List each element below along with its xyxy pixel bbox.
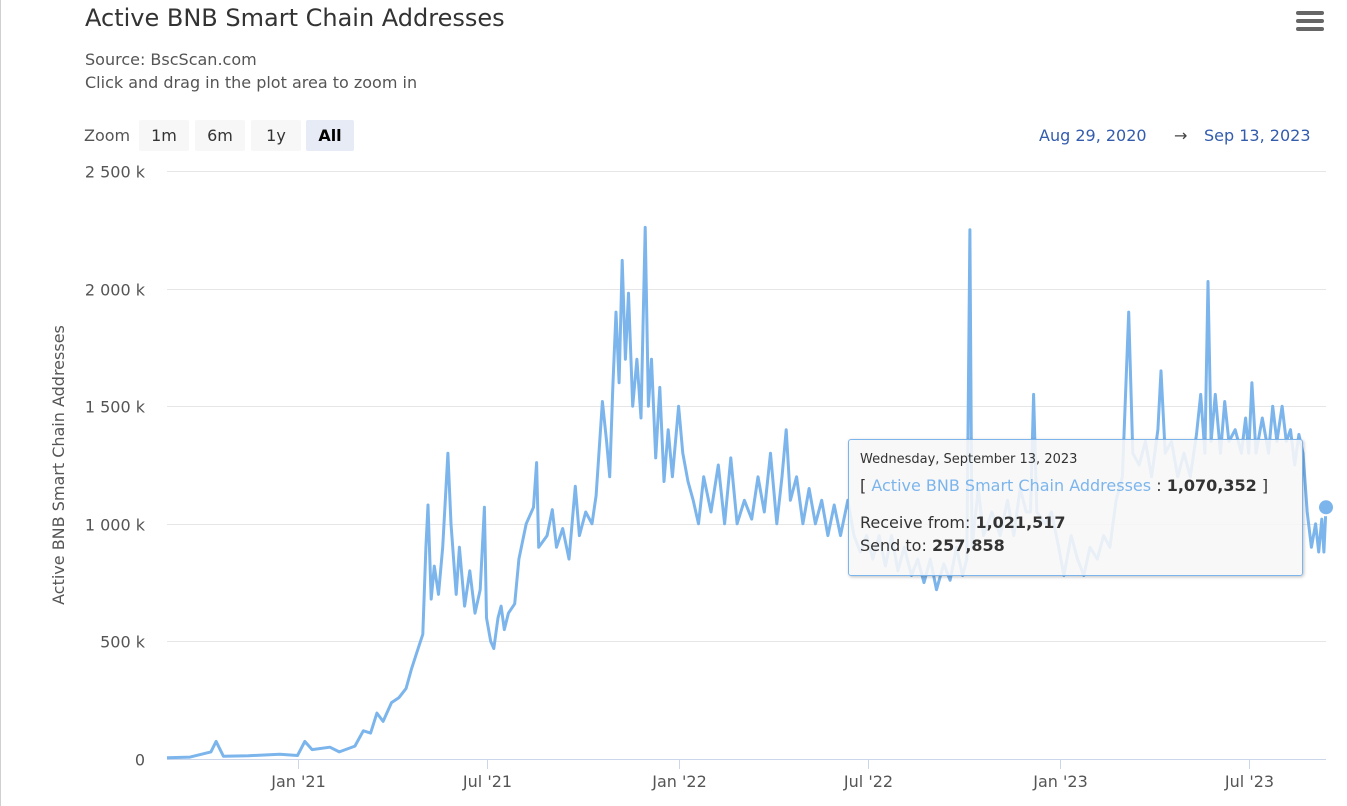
y-axis-title: Active BNB Smart Chain Addresses [49,325,68,605]
zoom-label: Zoom [84,126,131,145]
range-arrow: → [1174,126,1188,145]
x-tick-label: Jul '22 [843,772,893,791]
tooltip-send-value: 257,858 [931,536,1005,555]
tooltip-series-name: Active BNB Smart Chain Addresses [871,476,1152,495]
range-to-date[interactable]: Sep 13, 2023 [1204,126,1311,145]
tooltip-separator: : [1156,476,1162,495]
x-tick-label: Jul '21 [462,772,512,791]
range-1y-button[interactable]: 1y [251,120,301,151]
y-axis-ticks: 0 500 k 1 000 k 1 500 k 2 000 k 2 500 k [85,163,146,770]
y-tick-label: 1 000 k [85,516,146,535]
y-tick-label: 2 000 k [85,281,146,300]
x-axis-ticks: Jan '21 Jul '21 Jan '22 Jul '22 Jan '23 Jul '… [270,759,1274,791]
range-all-button[interactable]: All [306,120,354,151]
chart-title: Active BNB Smart Chain Addresses [85,4,505,32]
tooltip-receive-label: Receive from: [860,513,971,532]
range-1m-button[interactable]: 1m [139,120,189,151]
x-tick-label: Jul '23 [1224,772,1274,791]
frame-border [0,0,1,806]
range-6m-button[interactable]: 6m [195,120,245,151]
x-tick-label: Jan '21 [270,772,326,791]
y-tick-label: 500 k [100,633,146,652]
y-tick-label: 2 500 k [85,163,146,182]
hamburger-menu-icon[interactable] [1296,11,1324,33]
y-tick-label: 1 500 k [85,398,146,417]
tooltip-date: Wednesday, September 13, 2023 [860,452,1078,467]
tooltip-series-row: [ Active BNB Smart Chain Addresses : 1,0… [860,474,1302,497]
y-tick-label: 0 [135,751,145,770]
tooltip-close-bracket: ] [1261,476,1269,495]
x-tick-label: Jan '23 [1032,772,1088,791]
tooltip-value: 1,070,352 [1166,476,1257,495]
tooltip: Wednesday, September 13, 2023 [ Active B… [848,439,1303,576]
zoom-hint: Click and drag in the plot area to zoom … [85,73,418,92]
tooltip-receive-value: 1,021,517 [975,513,1066,532]
x-tick-label: Jan '22 [651,772,707,791]
tooltip-receive-row: Receive from: 1,021,517 [860,511,1302,534]
chart-source: Source: BscScan.com [85,50,257,69]
tooltip-open-bracket: [ [860,476,867,495]
hover-point-marker [1317,498,1335,517]
tooltip-send-label: Send to: [860,536,927,555]
tooltip-send-row: Send to: 257,858 [860,534,1302,557]
range-from-date[interactable]: Aug 29, 2020 [1039,126,1147,145]
